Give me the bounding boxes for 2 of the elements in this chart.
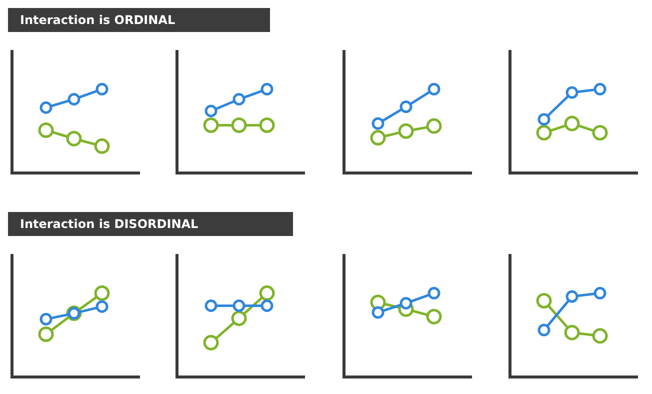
chart-title: Interaction is ORDINAL [8,8,270,32]
chart-title: Interaction is DISORDINAL [8,212,294,236]
